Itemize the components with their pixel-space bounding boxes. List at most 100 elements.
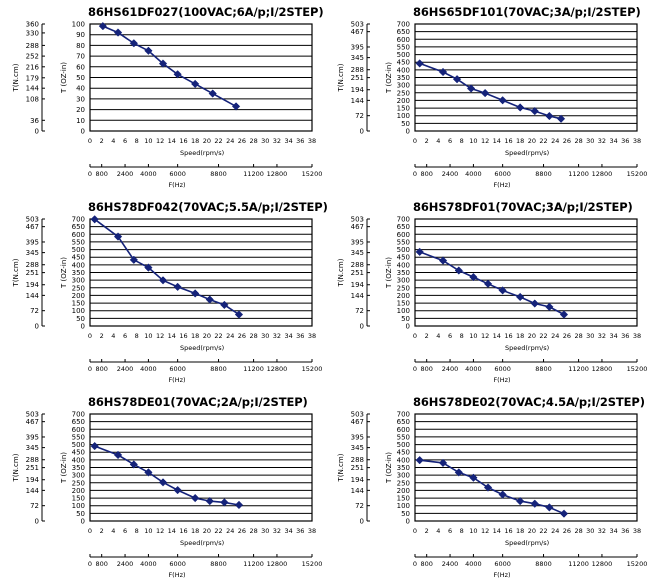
freq-tick-label: 8800 xyxy=(535,365,552,373)
left-axis-title: T(N.cm) xyxy=(337,63,345,92)
left-tick-label: 288 xyxy=(351,261,364,269)
speed-tick-label: 34 xyxy=(284,137,292,145)
oz-tick-label: 500 xyxy=(72,246,85,254)
speed-tick-label: 8 xyxy=(460,332,464,340)
speed-tick-label: 34 xyxy=(609,332,617,340)
freq-tick-label: 12800 xyxy=(267,560,288,568)
oz-tick-label: 350 xyxy=(72,464,85,472)
chart-panel-6: 86HS78DE02(70VAC;4.5A/p;I/2STEP) 0 50 100 15… xyxy=(325,390,650,585)
freq-tick-label: 11200 xyxy=(568,365,589,373)
speed-tick-label: 32 xyxy=(273,137,281,145)
oz-tick-label: 0 xyxy=(406,128,410,136)
data-point xyxy=(483,483,493,492)
plot-frame xyxy=(414,218,638,327)
left-tick-label: 395 xyxy=(26,238,39,246)
oz-tick-label: 60 xyxy=(76,63,85,71)
freq-tick-label: 6000 xyxy=(169,170,186,178)
oz-tick-label: 250 xyxy=(72,479,85,487)
data-point xyxy=(438,256,448,265)
freq-tick-label: 15200 xyxy=(627,560,648,568)
data-point xyxy=(158,478,168,487)
speed-tick-label: 30 xyxy=(261,137,269,145)
speed-tick-label: 20 xyxy=(528,527,536,535)
data-point xyxy=(113,450,123,460)
speed-tick-label: 12 xyxy=(156,332,164,340)
freq-tick-label: 4000 xyxy=(465,365,482,373)
oz-tick-label: 650 xyxy=(397,28,410,36)
speed-tick-label: 24 xyxy=(226,527,234,535)
freq-tick-label: 800 xyxy=(95,560,107,568)
speed-tick-label: 0 xyxy=(88,332,92,340)
oz-tick-label: 550 xyxy=(397,433,410,441)
speed-tick-label: 20 xyxy=(528,137,536,145)
left-axis-title: T(N.cm) xyxy=(12,453,20,482)
oz-tick-label: 350 xyxy=(72,269,85,277)
speed-tick-label: 30 xyxy=(586,332,594,340)
data-point xyxy=(231,102,241,111)
data-point xyxy=(559,310,569,319)
speed-axis-title: Speed(rpm/s) xyxy=(505,344,549,352)
left-tick-label: 503 xyxy=(351,21,364,29)
freq-tick-label: 6000 xyxy=(494,170,511,178)
oz-tick-label: 500 xyxy=(72,441,85,449)
oz-tick-label: 350 xyxy=(397,464,410,472)
freq-tick-label: 15200 xyxy=(302,560,323,568)
chart-title: 86HS78DE02(70VAC;4.5A/p;I/2STEP) xyxy=(413,395,645,409)
left-tick-label: 467 xyxy=(26,223,39,231)
freq-tick-label: 8800 xyxy=(210,365,227,373)
left-tick-label: 360 xyxy=(26,21,39,29)
left-tick-label: 0 xyxy=(360,323,364,331)
oz-tick-label: 200 xyxy=(397,487,410,495)
data-point xyxy=(469,272,478,282)
speed-tick-label: 18 xyxy=(191,332,199,340)
oz-tick-label: 0 xyxy=(406,518,410,526)
speed-tick-label: 8 xyxy=(460,527,464,535)
chart-svg: 0102030405060708090100360330288252216179… xyxy=(12,21,323,190)
oz-axis-title: T (OZ-in) xyxy=(60,62,68,94)
plot-frame xyxy=(414,23,638,132)
left-tick-label: 251 xyxy=(351,269,364,277)
data-point xyxy=(205,496,214,506)
speed-tick-label: 18 xyxy=(516,527,524,535)
left-tick-label: 288 xyxy=(351,456,364,464)
freq-axis-title: F(Hz) xyxy=(168,181,185,189)
freq-tick-label: 15200 xyxy=(302,170,323,178)
oz-tick-label: 50 xyxy=(76,510,85,518)
left-tick-label: 467 xyxy=(351,28,364,36)
plot-frame xyxy=(414,413,638,522)
left-tick-label: 179 xyxy=(26,74,39,82)
chart-title: 86HS65DF101(70VAC;3A/p;I/2STEP) xyxy=(413,5,641,19)
freq-tick-label: 2400 xyxy=(117,365,134,373)
oz-tick-label: 700 xyxy=(397,216,410,224)
chart-panel-5: 86HS78DE01(70VAC;2A/p;I/2STEP) 0 50 100 150 2… xyxy=(0,390,325,585)
oz-tick-label: 40 xyxy=(76,85,85,93)
speed-tick-label: 0 xyxy=(413,527,417,535)
oz-tick-label: 450 xyxy=(72,449,85,457)
oz-tick-label: 400 xyxy=(72,261,85,269)
speed-tick-label: 10 xyxy=(469,137,477,145)
freq-tick-label: 0 xyxy=(413,560,417,568)
oz-axis-title: T (OZ-in) xyxy=(385,257,393,289)
oz-tick-label: 500 xyxy=(397,441,410,449)
speed-tick-label: 14 xyxy=(168,332,176,340)
freq-tick-label: 0 xyxy=(88,560,92,568)
freq-tick-label: 0 xyxy=(88,365,92,373)
oz-tick-label: 550 xyxy=(397,43,410,51)
left-axis-title: T(N.cm) xyxy=(12,63,20,92)
left-tick-label: 288 xyxy=(26,456,39,464)
data-point xyxy=(545,302,554,312)
oz-tick-label: 200 xyxy=(72,487,85,495)
speed-tick-label: 38 xyxy=(633,527,641,535)
freq-tick-label: 12800 xyxy=(592,560,613,568)
chart-title: 86HS78DF042(70VAC;5.5A/p;I/2STEP) xyxy=(88,200,328,214)
left-tick-label: 0 xyxy=(360,518,364,526)
speed-tick-label: 20 xyxy=(203,332,211,340)
speed-tick-label: 36 xyxy=(621,527,629,535)
left-tick-label: 503 xyxy=(351,411,364,419)
freq-axis-title: F(Hz) xyxy=(493,571,510,579)
oz-tick-label: 150 xyxy=(72,300,85,308)
freq-tick-label: 11200 xyxy=(568,170,589,178)
speed-tick-label: 36 xyxy=(621,137,629,145)
left-tick-label: 503 xyxy=(26,411,39,419)
data-point xyxy=(113,28,123,37)
